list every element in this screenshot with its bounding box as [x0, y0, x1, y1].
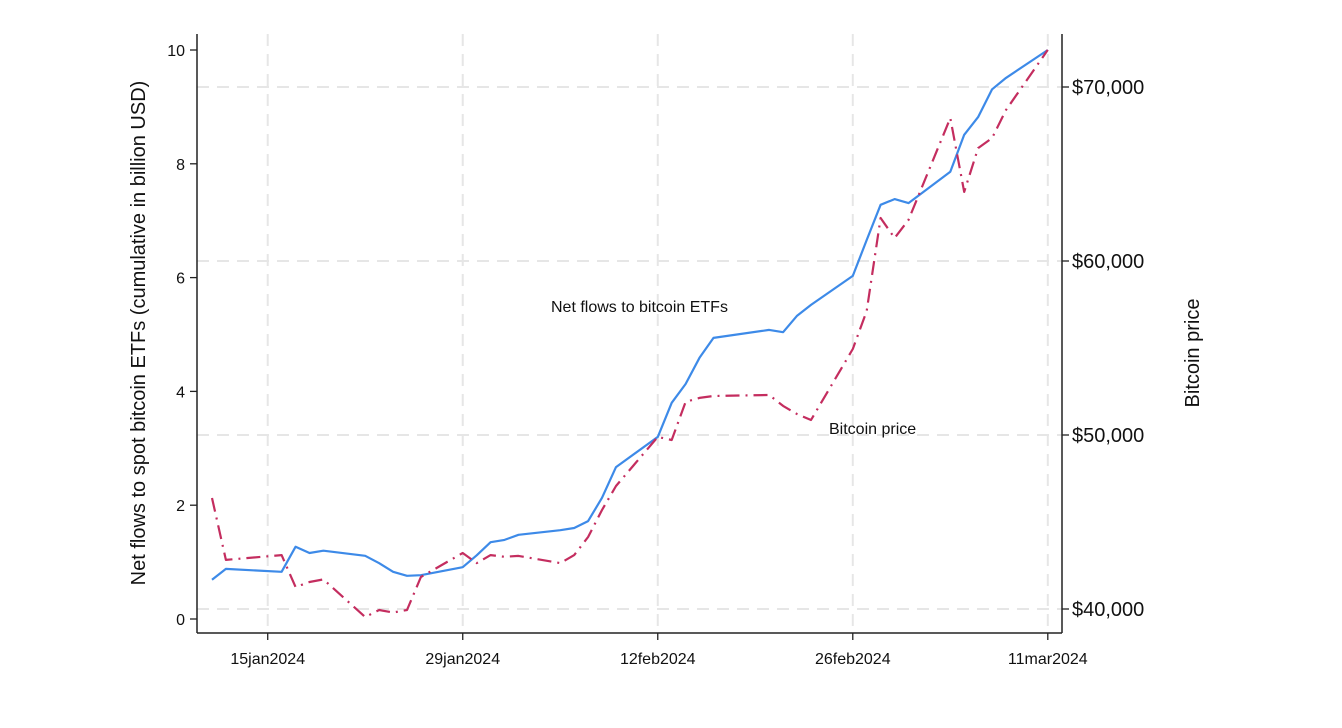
right-axis-title: Bitcoin price: [1182, 299, 1204, 408]
y-tick-label: 8: [176, 157, 185, 174]
x-tick-label: 12feb2024: [620, 651, 696, 668]
bitcoin-price-line: [210, 49, 1049, 619]
x-tick-label: 11mar2024: [1008, 651, 1088, 668]
axes: [190, 34, 1069, 640]
x-tick-label: 26feb2024: [815, 651, 891, 668]
x-tick-label: 15jan2024: [230, 651, 305, 668]
y2-tick-label: $40,000: [1072, 599, 1144, 621]
annotation-bitcoin-price: Bitcoin price: [829, 421, 916, 438]
y-tick-label: 6: [176, 271, 185, 288]
y-tick-label: 4: [176, 384, 185, 401]
y2-tick-label: $70,000: [1072, 77, 1144, 99]
y2-tick-label: $60,000: [1072, 251, 1144, 273]
left-axis-title: Net flows to spot bitcoin ETFs (cumulati…: [128, 81, 150, 586]
y-tick-label: 0: [176, 612, 185, 629]
axis-labels: 15jan2024 29jan2024 12feb2024 26feb2024 11ma…: [167, 43, 1144, 668]
etf-flows-line: [211, 49, 1049, 581]
series-lines: [210, 49, 1049, 619]
annotation-etf-flows: Net flows to bitcoin ETFs: [551, 299, 728, 316]
gridlines: [197, 34, 1062, 633]
x-tick-label: 29jan2024: [425, 651, 500, 668]
y-tick-label: 10: [167, 43, 185, 60]
y2-tick-label: $50,000: [1072, 425, 1144, 447]
y-tick-label: 2: [176, 498, 185, 515]
